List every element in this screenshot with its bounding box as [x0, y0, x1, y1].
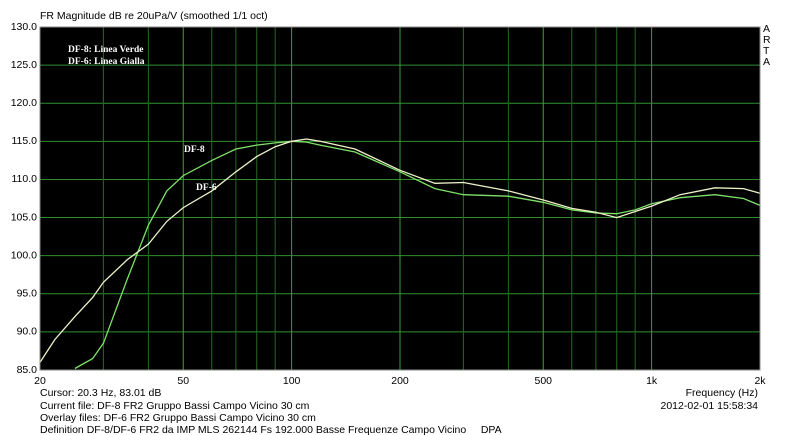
series-line: [74, 140, 761, 370]
y-tick-label: 95.0: [17, 288, 38, 300]
x-axis-label: Frequency (Hz): [686, 387, 758, 399]
plot-frame: [39, 26, 761, 371]
footer-text: Definition DF-8/DF-6 FR2 da IMP MLS 2621…: [40, 424, 502, 435]
x-tick-label: 20: [34, 375, 46, 387]
y-tick-label: 85.0: [17, 364, 38, 376]
y-tick-label: 90.0: [17, 326, 38, 338]
timestamp: 2012-02-01 15:58:34: [661, 400, 759, 412]
footer-text: Cursor: 20.3 Hz, 83.01 dB: [40, 387, 161, 399]
footer-text: Current file: DF-8 FR2 Gruppo Bassi Camp…: [40, 400, 310, 412]
chart-title: FR Magnitude dB re 20uPa/V (smoothed 1/1…: [40, 10, 268, 22]
annotation: DF-8: Linea Verde: [68, 45, 143, 55]
x-tick-label: 50: [177, 375, 189, 387]
x-tick-label: 2k: [754, 375, 766, 387]
y-tick-label: 130.0: [11, 21, 37, 33]
y-tick-label: 125.0: [11, 59, 37, 71]
y-tick-label: 100.0: [11, 249, 37, 261]
y-tick-label: 110.0: [12, 173, 38, 185]
series-label: DF-8: [184, 145, 205, 155]
side-label: ARTA: [763, 23, 771, 68]
y-tick-label: 120.0: [11, 97, 37, 109]
y-tick-label: 115.0: [12, 135, 38, 147]
x-tick-label: 500: [534, 375, 552, 387]
y-tick-label: 105.0: [11, 211, 37, 223]
annotation: DF-6: Linea Gialla: [68, 57, 145, 67]
x-tick-label: 200: [391, 375, 409, 387]
series-label: DF-6: [196, 183, 217, 193]
series-line: [39, 138, 761, 363]
x-tick-label: 100: [283, 375, 301, 387]
footer-text: Overlay files: DF-6 FR2 Gruppo Bassi Cam…: [40, 412, 316, 424]
x-tick-label: 1k: [646, 375, 658, 387]
